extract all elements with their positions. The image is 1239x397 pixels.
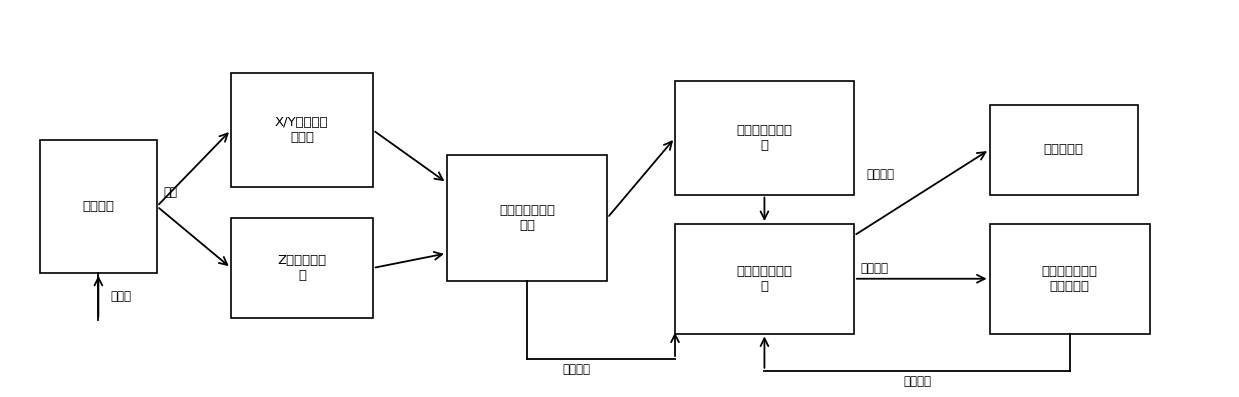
Text: 佩戴检测: 佩戴检测 <box>82 200 114 213</box>
Bar <box>230 73 373 187</box>
Text: X/Y轴人体运
动检测: X/Y轴人体运 动检测 <box>275 116 328 144</box>
Bar <box>990 104 1137 195</box>
Bar <box>230 218 373 318</box>
Text: 佩戴: 佩戴 <box>164 185 177 198</box>
Text: 高通滤波信号调
理: 高通滤波信号调 理 <box>736 124 793 152</box>
Bar <box>447 156 607 281</box>
Text: Z轴骨振动检
测: Z轴骨振动检 测 <box>278 254 326 282</box>
Text: 低于阈值: 低于阈值 <box>866 168 895 181</box>
Text: 关闭麦克风: 关闭麦克风 <box>1043 143 1084 156</box>
Bar <box>675 81 854 195</box>
Text: 语音活动检测算
法: 语音活动检测算 法 <box>736 265 793 293</box>
Text: 打开麦克风，环
境噪音分析: 打开麦克风，环 境噪音分析 <box>1042 265 1098 293</box>
Text: 阈值调整: 阈值调整 <box>903 375 930 387</box>
Bar <box>990 224 1150 333</box>
Text: 超过阈值: 超过阈值 <box>860 262 888 275</box>
Text: 阈值调整: 阈值调整 <box>563 363 590 376</box>
Text: 未佩戴: 未佩戴 <box>110 290 131 303</box>
Text: 互相关信号干扰
消除: 互相关信号干扰 消除 <box>499 204 555 232</box>
Bar <box>40 140 157 273</box>
Bar <box>675 224 854 333</box>
